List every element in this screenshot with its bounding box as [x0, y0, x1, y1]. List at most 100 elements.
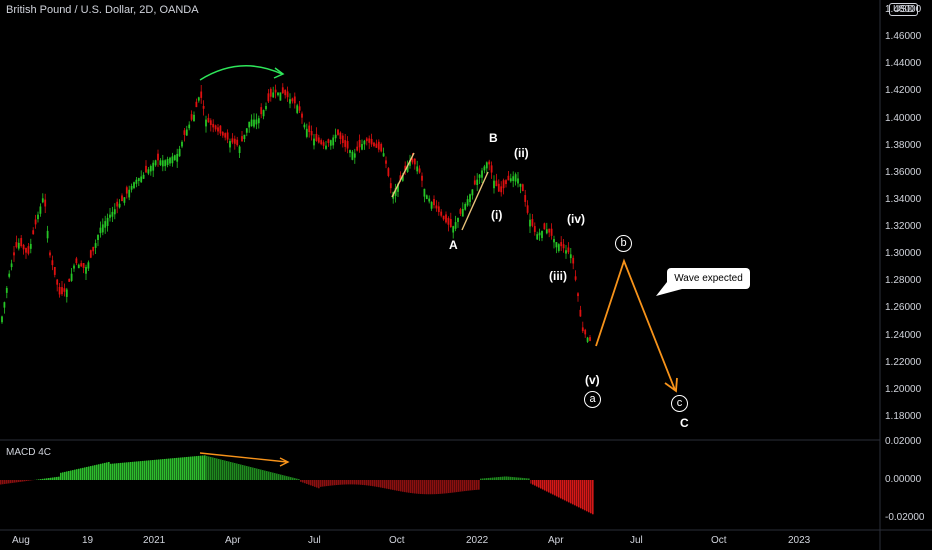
macd-bar — [118, 463, 120, 480]
macd-bar — [166, 458, 168, 480]
candle-body — [207, 117, 210, 123]
macd-bar — [490, 477, 492, 480]
candle-body — [416, 166, 419, 172]
macd-bar — [160, 459, 162, 480]
candle-body — [32, 230, 35, 235]
callout-pointer — [656, 282, 682, 296]
macd-bar — [454, 480, 456, 493]
macd-bar — [344, 480, 346, 485]
macd-divergence-arrowhead — [279, 457, 290, 467]
macd-bar — [314, 480, 316, 487]
macd-bar — [362, 480, 364, 485]
macd-bar — [122, 462, 124, 480]
macd-bar — [492, 477, 494, 480]
macd-bar — [154, 459, 156, 480]
candle-body — [457, 218, 459, 222]
macd-bar — [228, 461, 230, 480]
candle-body — [476, 179, 479, 185]
macd-bar — [284, 475, 286, 480]
macd-bar — [260, 469, 262, 480]
candle-body — [409, 160, 411, 166]
macd-bar — [554, 480, 556, 496]
candle-body — [531, 219, 534, 226]
candle-body — [440, 211, 443, 216]
wave-label-i: (i) — [491, 208, 503, 222]
candle-body — [51, 260, 54, 266]
candle-body — [543, 223, 546, 230]
candle-body — [154, 160, 157, 166]
macd-bar — [390, 480, 392, 490]
candle-body — [377, 141, 380, 150]
price-label: 1.28000 — [885, 275, 922, 286]
macd-bar — [318, 480, 320, 489]
callout-note[interactable]: Wave expected — [667, 268, 750, 289]
candle-body — [370, 138, 373, 145]
macd-bar — [428, 480, 430, 495]
candle-body — [286, 91, 289, 98]
macd-bar — [332, 480, 334, 486]
candle-body — [325, 145, 327, 149]
macd-bar — [306, 480, 308, 484]
macd-bar — [22, 480, 24, 482]
macd-bar — [382, 480, 384, 488]
candle-body — [442, 215, 445, 220]
macd-bar — [112, 463, 114, 480]
macd-bar — [148, 460, 150, 480]
candle-body — [106, 217, 109, 226]
candle-body — [493, 180, 495, 189]
macd-bar — [98, 464, 100, 480]
price-label: 1.26000 — [885, 302, 922, 313]
macd-bar — [158, 459, 160, 480]
macd-bar — [280, 474, 282, 480]
candle-body — [73, 265, 75, 269]
macd-indicator-label[interactable]: MACD 4C — [6, 447, 52, 458]
macd-bar — [44, 478, 46, 480]
macd-bar — [398, 480, 400, 492]
macd-bar — [100, 463, 102, 480]
macd-bar — [460, 480, 462, 492]
macd-bar — [540, 480, 542, 489]
macd-bar — [328, 480, 330, 486]
macd-bar — [358, 480, 360, 485]
currency-badge[interactable]: USD — [889, 3, 919, 16]
macd-bar — [2, 480, 4, 485]
candle-body — [356, 146, 359, 151]
macd-bar — [58, 476, 60, 480]
macd-bar — [406, 480, 408, 493]
wave-label-b: b — [615, 235, 632, 252]
candle-body — [34, 219, 37, 225]
macd-axis-label: -0.02000 — [885, 512, 925, 523]
macd-bar — [302, 480, 304, 483]
macd-bar — [532, 480, 534, 485]
time-label: Jul — [630, 535, 643, 546]
candle-body — [3, 302, 6, 308]
symbol-title[interactable]: British Pound / U.S. Dollar, 2D, OANDA — [6, 4, 199, 16]
time-label: 2022 — [466, 535, 489, 546]
macd-bar — [190, 456, 192, 480]
macd-bar — [186, 456, 188, 480]
macd-bar — [380, 480, 382, 488]
macd-bar — [298, 479, 300, 480]
candle-body — [111, 211, 114, 217]
macd-bar — [248, 466, 250, 480]
macd-bar — [28, 480, 30, 481]
macd-bar — [128, 462, 130, 480]
macd-axis-label: 0.00000 — [885, 474, 922, 485]
macd-bar — [26, 480, 28, 481]
macd-bar — [376, 480, 378, 487]
candle-body — [353, 153, 356, 158]
macd-bar — [216, 458, 218, 480]
candle-body — [512, 176, 515, 181]
candle-body — [190, 114, 193, 120]
candle-body — [224, 133, 227, 138]
macd-bar — [530, 480, 532, 484]
macd-bar — [12, 480, 14, 483]
candle-body — [425, 195, 428, 200]
candle-body — [128, 189, 131, 198]
candle-body — [562, 244, 565, 249]
candle-body — [44, 199, 47, 207]
candle-body — [39, 206, 42, 214]
wave-label-iv: (iv) — [567, 212, 585, 226]
candle-body — [262, 110, 265, 117]
